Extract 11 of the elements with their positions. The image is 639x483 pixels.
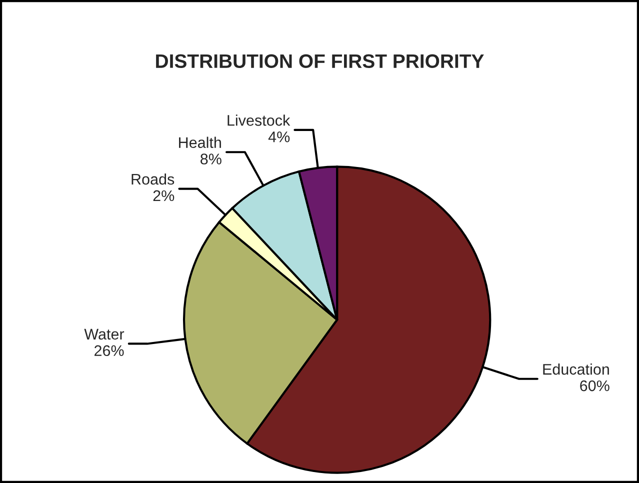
chart-title: DISTRIBUTION OF FIRST PRIORITY: [156, 54, 484, 68]
slice-label: Health: [179, 136, 221, 148]
slice-label: Roads: [132, 173, 174, 185]
data-label: 2%: [153, 190, 174, 202]
data-label: 8%: [200, 154, 222, 164]
slice-label: Water: [84, 328, 124, 340]
slice-label: Livestock: [228, 114, 290, 126]
data-label: 60%: [580, 380, 610, 392]
slice-label: Education: [543, 364, 609, 375]
data-label: 26%: [94, 345, 124, 356]
data-label: 4%: [268, 132, 290, 142]
